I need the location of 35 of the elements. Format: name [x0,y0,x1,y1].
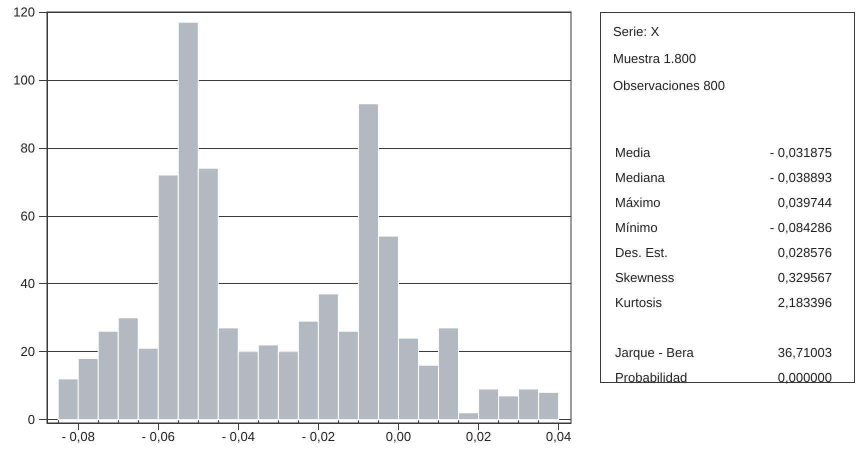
y-tick-label: 60 [20,208,35,224]
category-label: Mediana [615,170,665,186]
category-label: Skewness [615,270,674,286]
category-label: Kurtosis [615,295,662,311]
text: 2,183396 [778,295,832,310]
text: 0,329567 [778,270,832,285]
text: Muestra 1.800 [613,51,696,67]
text: - 0,031875 [770,145,832,160]
x-tick-label: 0,02 [466,429,492,444]
category-label: Jarque - Bera [615,345,694,361]
text: 0,028576 [778,245,832,260]
x-tick-label: - 0,02 [302,429,336,444]
x-tick-label: - 0,04 [222,429,255,444]
category-label: Probabilidad [615,370,688,386]
category-label: Máximo [615,195,661,211]
y-tick-label: 80 [20,140,35,156]
text: - 0,038893 [770,170,832,185]
y-tick-label: 20 [20,344,35,360]
y-tick-label: 100 [13,72,35,88]
text: 0,039744 [778,195,832,210]
y-tick-label: 120 [13,4,35,20]
y-tick-label: 40 [20,276,35,292]
category-label: Media [615,145,650,161]
category-label: Mínimo [615,220,658,236]
text: 0,000000 [778,370,832,385]
text: Observaciones 800 [613,78,726,94]
category-label: Des. Est. [615,245,668,261]
text: 36,71003 [778,345,832,360]
text: Serie: X [613,24,660,40]
x-tick-label: - 0,08 [62,429,95,444]
text: - 0,084286 [770,220,832,235]
x-tick-label: - 0,06 [142,429,175,444]
x-tick-label: 0,00 [386,429,412,444]
x-tick-label: 0,04 [546,429,572,444]
y-tick-label: 0 [28,412,35,428]
